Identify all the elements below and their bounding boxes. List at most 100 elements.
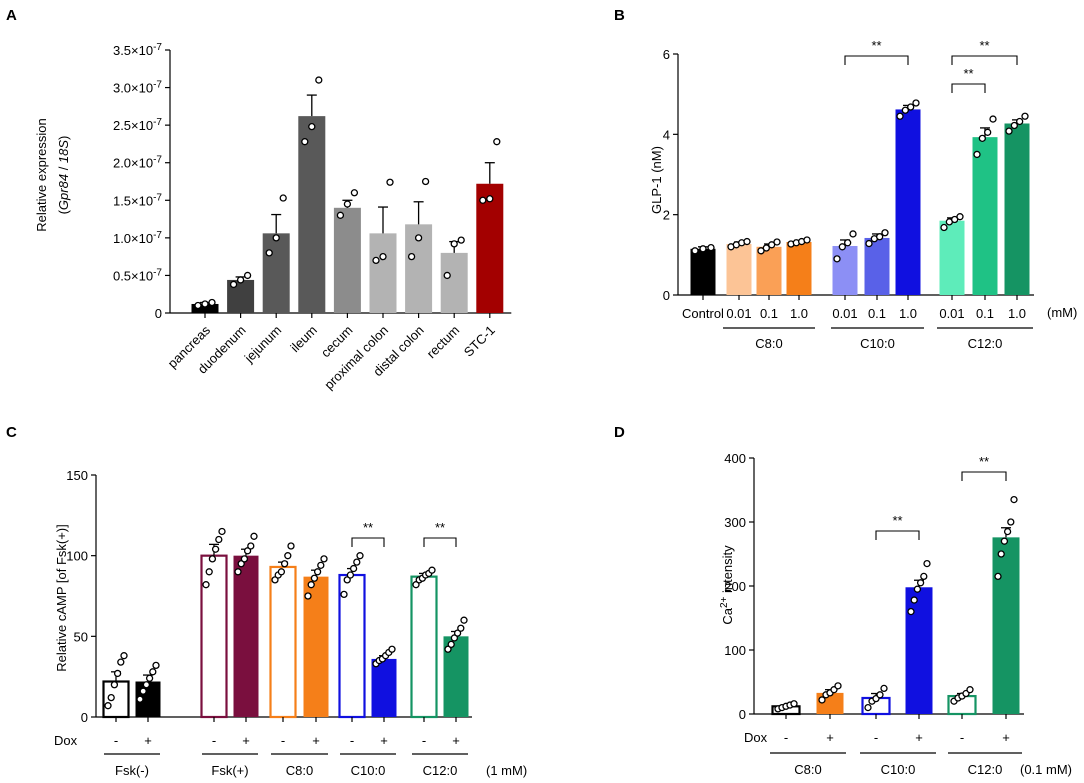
bar — [369, 233, 397, 313]
y-tick-label: 4 — [663, 127, 670, 142]
x-tick-label: rectum — [424, 323, 463, 362]
panel-a-ylabel-line2: (Gpr84 / 18S) — [56, 136, 71, 215]
y-tick-label: 150 — [66, 468, 88, 483]
dox-state: - — [960, 730, 964, 745]
group-label: C8:0 — [286, 763, 313, 778]
data-point — [460, 616, 468, 624]
data-point — [876, 233, 884, 241]
data-point — [110, 681, 119, 689]
data-point — [218, 527, 226, 536]
significance-bracket — [961, 471, 1007, 481]
data-point — [920, 572, 928, 581]
data-point — [966, 686, 974, 694]
x-tick-label: 1.0 — [899, 306, 917, 321]
x-tick-label: Control — [682, 306, 724, 321]
data-point — [844, 239, 852, 247]
significance-label: ** — [979, 38, 989, 53]
significance-bracket — [423, 537, 457, 547]
data-point — [346, 571, 355, 579]
panel-d-label: D — [614, 424, 625, 441]
bar — [1004, 123, 1030, 295]
data-point — [707, 243, 715, 252]
bar — [269, 565, 297, 719]
data-point — [907, 103, 915, 111]
bar — [371, 658, 397, 717]
data-point — [279, 194, 287, 202]
y-tick-label: 3.5×10-7 — [113, 42, 162, 59]
significance-label: ** — [892, 513, 902, 528]
bar — [864, 237, 890, 295]
x-tick-label: 0.1 — [976, 306, 994, 321]
data-point — [865, 239, 873, 248]
data-point — [243, 547, 252, 555]
significance-label: ** — [363, 520, 373, 535]
data-point — [272, 234, 280, 242]
data-point — [113, 669, 122, 678]
data-point — [271, 576, 279, 584]
data-point — [910, 596, 918, 604]
data-point — [421, 177, 430, 186]
y-tick-label: 3.0×10-7 — [113, 79, 162, 96]
y-tick-label: 400 — [724, 451, 746, 466]
y-tick-label: 1.5×10-7 — [113, 192, 162, 209]
y-tick-label: 2.5×10-7 — [113, 117, 162, 134]
group-label: C8:0 — [755, 336, 782, 351]
bar — [905, 587, 933, 714]
data-point — [880, 684, 888, 693]
x-tick-label: 1.0 — [790, 306, 808, 321]
data-point — [234, 568, 242, 576]
data-point — [450, 634, 459, 642]
data-point — [896, 112, 904, 120]
data-point — [107, 693, 115, 702]
bar — [726, 243, 752, 295]
bar — [233, 555, 259, 717]
data-point — [907, 607, 915, 616]
data-point — [343, 576, 351, 584]
x-tick-label: 0.1 — [760, 306, 778, 321]
bar — [303, 576, 329, 717]
dox-state: + — [452, 733, 460, 748]
data-point — [1010, 495, 1018, 504]
data-point — [284, 552, 292, 560]
data-point — [152, 661, 160, 670]
y-tick-label: 2 — [663, 208, 670, 223]
data-point — [265, 249, 273, 257]
panel-d-ylabel: Ca2+ intensity — [719, 545, 736, 625]
data-point — [304, 592, 312, 600]
x-tick-label: STC-1 — [461, 323, 498, 360]
data-point — [340, 590, 348, 599]
data-point — [372, 256, 380, 265]
data-point — [486, 195, 494, 203]
data-point — [444, 645, 452, 653]
group-label: C8:0 — [794, 762, 821, 777]
bar — [410, 575, 438, 719]
y-tick-label: 300 — [724, 515, 746, 530]
panel-a: A Relative expression (Gpr84 / 18S) 0 0.5… — [6, 7, 512, 392]
dox-state: - — [350, 733, 354, 748]
data-point — [247, 542, 255, 550]
data-point — [864, 703, 872, 712]
data-point — [412, 581, 420, 589]
bar — [786, 241, 812, 295]
panel-c-dox-label: Dox — [54, 733, 78, 748]
dox-state: - — [114, 733, 118, 748]
data-point — [984, 128, 992, 136]
data-point — [479, 196, 487, 204]
data-point — [838, 243, 846, 251]
bar — [832, 245, 858, 295]
bar — [992, 537, 1020, 714]
panel-a-label: A — [6, 7, 17, 24]
data-point — [386, 178, 394, 186]
data-point — [1005, 127, 1013, 135]
data-point — [951, 215, 959, 224]
y-tick-label: 1.0×10-7 — [113, 229, 162, 246]
dox-state: - — [212, 733, 216, 748]
data-point — [310, 574, 319, 582]
data-point — [691, 247, 699, 255]
dox-state: - — [422, 733, 426, 748]
y-tick-label: 0.5×10-7 — [113, 267, 162, 284]
x-tick-label: 0.1 — [868, 306, 886, 321]
y-tick-label: 0 — [81, 710, 88, 725]
